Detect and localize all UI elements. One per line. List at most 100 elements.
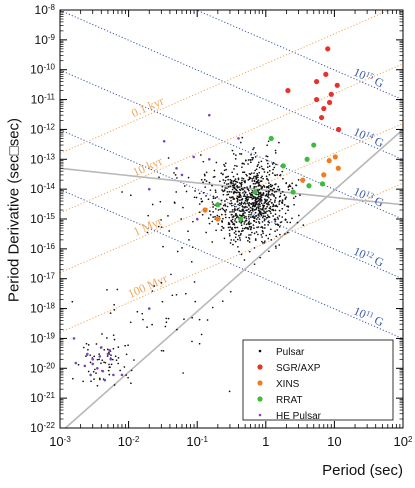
pulsar-point [279,174,281,177]
pulsar-point [268,184,270,187]
pulsar-point [164,325,167,328]
pulsar-point [238,186,240,188]
pulsar-point [275,247,277,249]
pulsar-point [214,215,216,218]
pulsar-point [234,178,237,180]
pulsar-point [258,166,261,169]
pulsar-point [247,215,250,218]
pulsar-point [245,159,247,162]
pulsar-point [72,377,74,380]
pulsar-point [226,191,229,193]
pulsar-point [237,178,240,181]
pulsar-point [259,180,262,183]
field-line-label: 1011 G [352,303,387,329]
pulsar-point [250,213,252,216]
pulsar-point [200,154,202,156]
pulsar-point [274,197,277,199]
pulsar-point [230,239,233,241]
pulsar-point [260,160,263,163]
pulsar-point [113,384,116,386]
pulsar-point [241,209,244,211]
pulsar-point [271,163,274,165]
pulsar-point [275,163,277,166]
pulsar-point [230,213,233,216]
pulsar-point [182,372,184,374]
he-pulsar-point [109,357,113,361]
field-line-label: 1013 G [351,184,386,210]
pulsar-point [250,191,253,194]
pulsar-point [255,198,258,201]
pulsar-point [236,209,239,211]
pulsar-point [278,209,281,212]
pulsar-point [284,212,287,215]
pulsar-point [214,208,217,210]
pulsar-point [214,197,217,199]
pulsar-point [95,343,98,345]
pulsar-point [262,168,265,171]
pulsar-point [268,173,271,176]
pulsar-point [267,201,270,204]
pulsar-point [221,185,224,188]
pulsar-point [228,216,231,219]
pulsar-point [232,243,234,246]
pulsar-point [246,194,249,196]
x-tick-label: 10-3 [49,434,71,449]
pulsar-point [212,203,215,205]
pulsar-point [198,342,201,345]
pulsar-point [193,196,196,199]
pulsar-point [261,221,264,223]
pulsar-point [266,171,269,174]
rrat-point [238,216,244,222]
pulsar-point [246,174,248,177]
pulsar-point [247,189,250,192]
pulsar-point [171,294,174,297]
pulsar-point [252,148,254,151]
pulsar-point [259,208,262,210]
age-line-label: 0.1 kyr [129,94,166,121]
pulsar-point [234,240,237,243]
he-pulsar-point [112,373,115,377]
pulsar-point [275,190,278,193]
pulsar-point [231,216,234,218]
pulsar-point [203,178,206,181]
pulsar-point [221,300,224,303]
pulsar-point [260,226,262,229]
pulsar-point [241,136,244,139]
pulsar-point [170,273,172,276]
he-pulsar-point [106,352,110,356]
pulsar-point [236,173,239,176]
pulsar-point [248,192,251,195]
pulsar-point [234,158,237,160]
pulsar-point [265,190,268,193]
pulsar-point [213,169,216,172]
pulsar-point [223,182,226,184]
pulsar-point [153,285,156,287]
pulsar-point [220,172,223,175]
pulsar-point [236,245,239,248]
pulsar-point [234,220,236,222]
age-line-label: 100 Myr [126,271,170,301]
xins-point [326,158,332,164]
pulsar-point [243,206,246,208]
pulsar-point [224,162,227,165]
pulsar-point [115,359,118,362]
pulsar-point [183,318,185,321]
rrat-point [252,189,258,195]
pulsar-point [239,153,241,155]
pulsar-point [222,204,225,207]
pulsar-point [228,232,231,235]
pulsar-point [239,141,242,144]
pulsar-point [106,288,108,291]
pulsar-point [246,186,248,189]
pulsar-point [261,186,264,188]
pulsar-point [129,321,132,324]
pulsar-point [251,178,254,180]
pulsar-point [241,227,244,230]
pulsar-point [262,212,264,215]
pulsar-point [261,175,263,178]
pulsar-point [223,189,226,191]
pulsar-point [259,205,261,208]
pulsar-point [238,202,241,205]
pulsar-point [201,213,204,216]
pulsar-point [111,358,114,361]
